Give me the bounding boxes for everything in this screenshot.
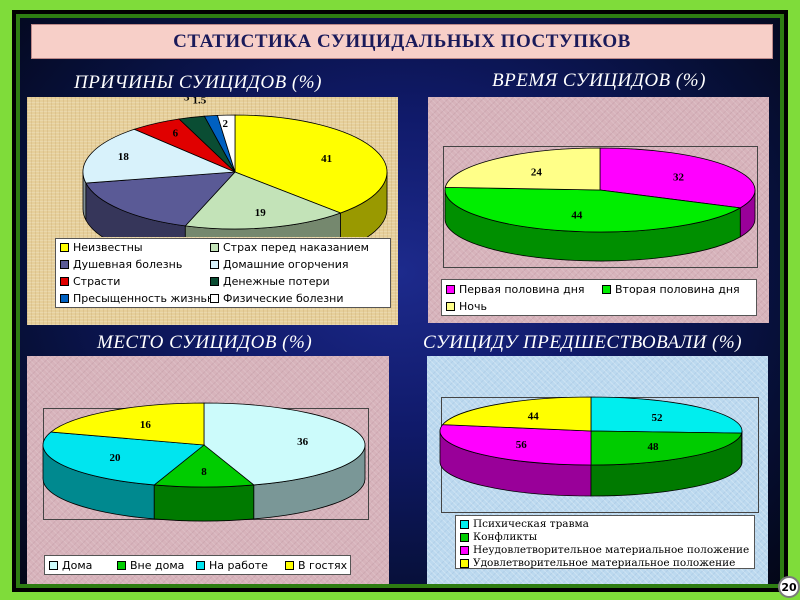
pie-slice-0-3 bbox=[82, 128, 236, 184]
pie-slice-2-1 bbox=[153, 444, 255, 488]
pie-slice-3-0 bbox=[590, 396, 743, 434]
chart-panel-place: 36 8 20 16 Дома Вне дома На работе В гостях bbox=[27, 356, 389, 584]
legend-item: Душевная болезнь bbox=[60, 258, 182, 271]
chart-title-time: ВРЕМЯ СУИЦИДОВ (%) bbox=[492, 70, 706, 91]
legend-item: Первая половина дня bbox=[446, 283, 585, 296]
data-label-3-1: 48 bbox=[648, 441, 660, 453]
legend-item: Конфликты bbox=[460, 531, 537, 543]
legend-preceded: Психическая травма Конфликты Неудовлетво… bbox=[455, 515, 755, 569]
data-label-0-0: 41 bbox=[321, 153, 332, 165]
pie-slice-0-2 bbox=[85, 171, 236, 227]
chart-title-preceded: СУИЦИДУ ПРЕДШЕСТВОВАЛИ (%) bbox=[423, 332, 743, 353]
legend-item: В гостях bbox=[285, 559, 347, 572]
legend-item: Дома bbox=[49, 559, 92, 572]
pie-slice-2-3 bbox=[49, 402, 205, 446]
pie-chart-place: 36 8 20 16 bbox=[42, 402, 366, 522]
data-label-2-0: 36 bbox=[297, 436, 309, 448]
legend-item: Физические болезни bbox=[210, 292, 344, 305]
data-label-0-3: 18 bbox=[118, 151, 129, 163]
pie-slice-3-3 bbox=[441, 396, 592, 432]
pie-chart-causes: 41191818631.52 bbox=[82, 97, 388, 237]
data-label-3-3: 44 bbox=[528, 410, 540, 422]
legend-item: Страсти bbox=[60, 275, 120, 288]
legend-item: Страх перед наказанием bbox=[210, 241, 369, 254]
data-label-0-6: 1.5 bbox=[192, 97, 206, 106]
pie-slice-0-7 bbox=[216, 114, 236, 173]
pie-slice-3-1 bbox=[590, 430, 743, 466]
page-number: 20 bbox=[778, 576, 800, 598]
legend-item: Домашние огорчения bbox=[210, 258, 348, 271]
slide-title: СТАТИСТИКА СУИЦИДАЛЬНЫХ ПОСТУПКОВ bbox=[31, 24, 773, 59]
pie-slice-3-2 bbox=[439, 424, 592, 466]
pie-slice-1-2 bbox=[444, 147, 601, 191]
data-label-0-5: 3 bbox=[184, 97, 190, 103]
data-label-1-1: 44 bbox=[571, 209, 583, 221]
pie-side-2-1 bbox=[153, 484, 255, 522]
pie-slice-2-2 bbox=[42, 431, 206, 486]
data-label-2-2: 20 bbox=[110, 452, 122, 464]
pie-slice-0-1 bbox=[184, 171, 342, 230]
chart-panel-causes: 41191818631.52 Неизвестны Страх перед на… bbox=[27, 97, 398, 325]
data-label-2-1: 8 bbox=[201, 466, 207, 478]
plot-area-time bbox=[443, 146, 758, 268]
legend-item: Ночь bbox=[446, 300, 487, 313]
legend-item: Вторая половина дня bbox=[602, 283, 740, 296]
data-label-1-2: 24 bbox=[531, 167, 543, 179]
legend-place: Дома Вне дома На работе В гостях bbox=[44, 555, 351, 575]
legend-item: Неизвестны bbox=[60, 241, 143, 254]
legend-item: На работе bbox=[196, 559, 268, 572]
legend-item: Вне дома bbox=[117, 559, 184, 572]
data-label-1-0: 32 bbox=[673, 171, 685, 183]
chart-panel-preceded: 52 48 56 44 Психическая травма Конфликты Не… bbox=[427, 356, 768, 584]
chart-title-place: МЕСТО СУИЦИДОВ (%) bbox=[97, 332, 313, 353]
legend-item: Неудовлетворительное материальное положе… bbox=[460, 544, 749, 556]
legend-item: Пресыщенность жизнью bbox=[60, 292, 216, 305]
legend-time: Первая половина дня Вторая половина дня … bbox=[441, 279, 757, 316]
data-label-0-1: 19 bbox=[255, 207, 266, 219]
data-label-0-4: 6 bbox=[173, 127, 179, 139]
pie-slice-0-0 bbox=[234, 114, 388, 214]
chart-title-causes: ПРИЧИНЫ СУИЦИДОВ (%) bbox=[74, 72, 322, 93]
legend-item: Психическая травма bbox=[460, 518, 589, 530]
pie-slice-2-0 bbox=[203, 402, 366, 486]
legend-causes: Неизвестны Страх перед наказанием Душевн… bbox=[55, 238, 391, 308]
data-label-0-7: 2 bbox=[223, 118, 229, 130]
data-label-2-3: 16 bbox=[140, 419, 152, 431]
data-label-3-0: 52 bbox=[652, 412, 664, 424]
legend-item: Удовлетворительное материальное положени… bbox=[460, 557, 735, 569]
pie-chart-time: 32 44 24 bbox=[444, 147, 756, 262]
pie-slice-1-0 bbox=[599, 147, 756, 209]
data-label-3-2: 56 bbox=[516, 439, 528, 451]
pie-chart-preceded: 52 48 56 44 bbox=[439, 396, 743, 497]
chart-panel-time: 32 44 24 Первая половина дня Вторая полови… bbox=[428, 97, 769, 323]
legend-item: Денежные потери bbox=[210, 275, 330, 288]
pie-slice-1-1 bbox=[444, 186, 742, 233]
